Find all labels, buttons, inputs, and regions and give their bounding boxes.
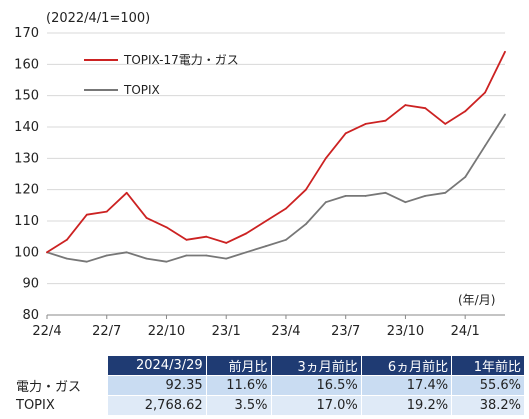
table-row: 電力・ガス 92.35 11.6% 16.5% 17.4% 55.6% bbox=[16, 375, 525, 396]
data-point-power-gas bbox=[245, 232, 248, 235]
y-tick-label: 80 bbox=[22, 308, 39, 323]
y-tick-label: 130 bbox=[14, 151, 39, 166]
data-point-power-gas bbox=[165, 226, 168, 229]
table-cell: 3.5% bbox=[206, 395, 272, 415]
table-cell: 38.2% bbox=[451, 395, 525, 415]
table-cell: 2,768.62 bbox=[107, 395, 207, 415]
data-point-topix bbox=[145, 257, 148, 260]
summary-table: 2024/3/29 前月比 3ヵ月前比 6ヵ月前比 1年前比 電力・ガス 92.… bbox=[16, 356, 525, 415]
col-header-1y: 1年前比 bbox=[451, 356, 525, 376]
data-point-power-gas bbox=[324, 157, 327, 160]
data-point-power-gas bbox=[424, 107, 427, 110]
data-point-power-gas bbox=[464, 110, 467, 113]
legend-label-topix: TOPIX bbox=[123, 83, 160, 97]
y-tick-label: 90 bbox=[22, 277, 39, 292]
data-point-topix bbox=[504, 113, 506, 116]
data-point-power-gas bbox=[205, 235, 208, 238]
x-tick-label: 22/4 bbox=[32, 324, 61, 339]
data-point-topix bbox=[384, 191, 387, 194]
y-axis: 80 90 100 110 120 130 140 150 160 170 bbox=[14, 26, 39, 323]
data-point-topix bbox=[285, 238, 287, 241]
series-lines bbox=[46, 50, 506, 263]
chart-note: (2022/4/1=100) bbox=[46, 11, 150, 26]
data-point-power-gas bbox=[185, 238, 188, 241]
x-tick-label: 23/1 bbox=[212, 324, 241, 339]
data-point-topix bbox=[444, 191, 447, 194]
table-cell: 92.35 bbox=[107, 375, 207, 396]
data-point-topix bbox=[205, 254, 208, 257]
data-point-topix bbox=[66, 257, 68, 260]
data-point-topix bbox=[225, 257, 228, 260]
y-tick-label: 110 bbox=[14, 214, 39, 229]
data-point-power-gas bbox=[384, 119, 387, 122]
x-unit-label: (年/月) bbox=[458, 293, 495, 307]
table-cell: 16.5% bbox=[271, 375, 362, 396]
data-point-topix bbox=[105, 254, 108, 257]
data-point-topix bbox=[344, 195, 347, 197]
x-tick-label: 23/10 bbox=[387, 324, 424, 339]
table-cell: 17.4% bbox=[361, 375, 453, 396]
x-axis: 22/4 22/7 22/10 23/1 23/4 23/7 23/10 24/1 bbox=[32, 315, 480, 339]
data-point-topix bbox=[464, 176, 467, 179]
data-point-topix bbox=[404, 201, 407, 204]
data-point-power-gas bbox=[304, 188, 307, 191]
x-tick-label: 24/1 bbox=[451, 324, 480, 339]
data-point-topix bbox=[185, 254, 188, 257]
x-tick-label: 23/7 bbox=[331, 324, 360, 339]
col-header-1m: 前月比 bbox=[206, 356, 272, 376]
line-chart: (2022/4/1=100) 80 90 100 110 120 130 140 150 160… bbox=[14, 11, 506, 339]
row-name: TOPIX bbox=[16, 395, 109, 415]
data-point-power-gas bbox=[145, 216, 148, 219]
data-point-power-gas bbox=[265, 220, 267, 222]
data-point-power-gas bbox=[66, 238, 68, 241]
data-point-topix bbox=[125, 251, 128, 254]
data-point-power-gas bbox=[484, 91, 486, 94]
col-header-date: 2024/3/29 bbox=[107, 356, 207, 376]
table-cell: 11.6% bbox=[206, 375, 272, 396]
x-tick-label: 22/7 bbox=[92, 324, 121, 339]
y-tick-label: 120 bbox=[14, 183, 39, 198]
table-corner bbox=[16, 356, 108, 376]
legend-label-power-gas: TOPIX-17電力・ガス bbox=[123, 53, 239, 67]
data-point-power-gas bbox=[105, 210, 108, 213]
y-tick-label: 140 bbox=[14, 120, 39, 135]
data-point-power-gas bbox=[85, 213, 88, 216]
data-point-topix bbox=[364, 195, 367, 197]
series-line-topix bbox=[46, 114, 506, 263]
col-header-3m: 3ヵ月前比 bbox=[271, 356, 362, 376]
y-gridlines bbox=[47, 32, 505, 316]
table-cell: 19.2% bbox=[361, 395, 453, 415]
table-cell: 17.0% bbox=[271, 395, 362, 415]
row-name: 電力・ガス bbox=[16, 375, 109, 396]
table-row: TOPIX 2,768.62 3.5% 17.0% 19.2% 38.2% bbox=[16, 395, 525, 415]
data-point-topix bbox=[265, 245, 267, 247]
data-point-power-gas bbox=[364, 122, 367, 125]
data-point-power-gas bbox=[125, 191, 128, 194]
table-cell: 55.6% bbox=[451, 375, 525, 396]
x-tick-label: 23/4 bbox=[271, 324, 300, 339]
data-point-topix bbox=[484, 144, 486, 147]
series-line-power-gas bbox=[46, 51, 506, 254]
data-point-topix bbox=[165, 260, 168, 263]
y-tick-label: 170 bbox=[14, 26, 39, 41]
y-tick-label: 100 bbox=[14, 245, 39, 260]
y-tick-label: 150 bbox=[14, 89, 39, 104]
data-point-power-gas bbox=[444, 122, 447, 125]
data-point-power-gas bbox=[46, 251, 48, 254]
data-point-power-gas bbox=[285, 207, 287, 210]
x-tick-label: 22/10 bbox=[148, 324, 185, 339]
data-point-topix bbox=[304, 223, 307, 226]
data-point-topix bbox=[245, 251, 248, 254]
data-point-power-gas bbox=[404, 104, 407, 106]
data-point-topix bbox=[424, 195, 427, 197]
data-point-topix bbox=[85, 260, 88, 263]
legend: TOPIX-17電力・ガス TOPIX bbox=[84, 53, 239, 97]
y-tick-label: 160 bbox=[14, 57, 39, 72]
data-point-power-gas bbox=[344, 132, 347, 135]
table-header-row: 2024/3/29 前月比 3ヵ月前比 6ヵ月前比 1年前比 bbox=[16, 356, 525, 376]
data-point-topix bbox=[324, 201, 327, 204]
col-header-6m: 6ヵ月前比 bbox=[361, 356, 453, 376]
data-point-power-gas bbox=[225, 242, 228, 244]
data-point-power-gas bbox=[504, 50, 506, 53]
